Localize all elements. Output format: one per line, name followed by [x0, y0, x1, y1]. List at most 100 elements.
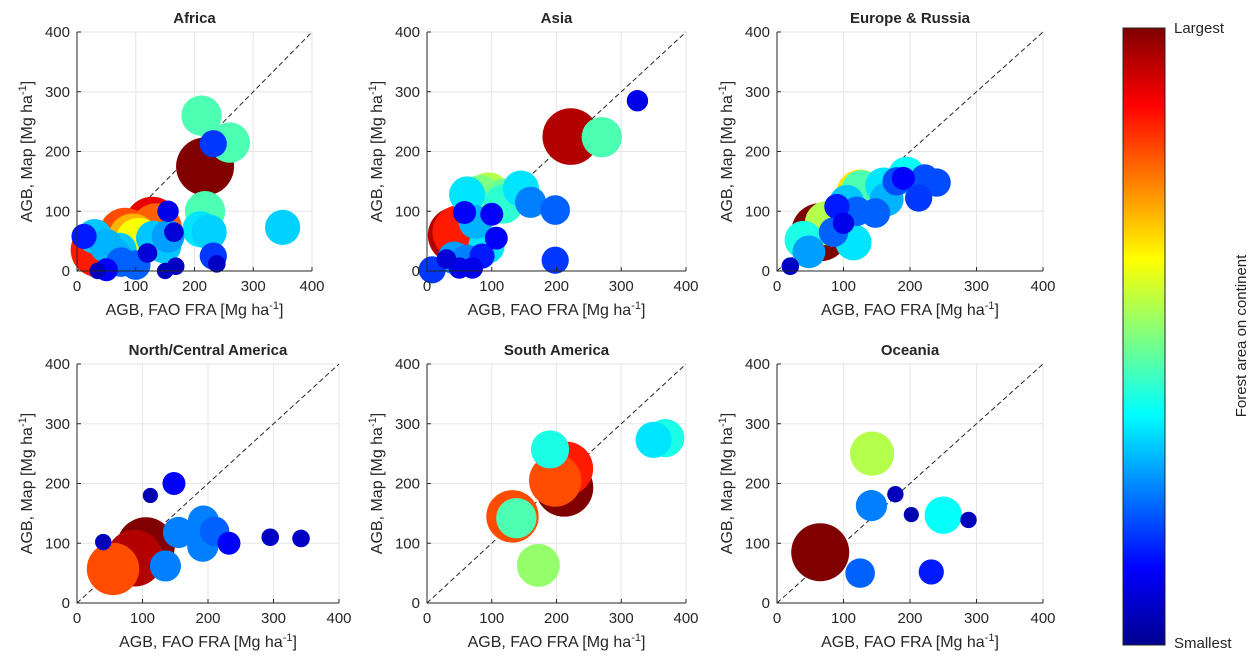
- data-point: [891, 166, 915, 190]
- colorbar-bottom-label: Smallest: [1174, 635, 1232, 652]
- panel-title: North/Central America: [129, 342, 288, 359]
- data-point: [461, 257, 484, 279]
- x-tick-label: 100: [479, 610, 504, 627]
- x-tick-label: 400: [1030, 610, 1055, 627]
- y-tick-label: 200: [45, 144, 70, 161]
- data-point: [530, 430, 570, 469]
- colorbar-axis-label: Forest area on continent: [1233, 254, 1250, 417]
- x-tick-label: 0: [773, 278, 781, 295]
- panel-north-central-america: 0 100 200 300 400 0 100 200 300 400 North/Central …: [17, 342, 352, 651]
- panel-title: Europe & Russia: [850, 10, 971, 27]
- data-point: [791, 523, 850, 582]
- data-point: [191, 214, 227, 250]
- data-point: [199, 130, 227, 158]
- x-axis-label: AGB, FAO FRA [Mg ha-1]: [106, 300, 284, 319]
- x-tick-label: 300: [609, 610, 634, 627]
- data-point: [918, 559, 944, 585]
- panel-title: South America: [504, 342, 610, 359]
- x-axis-label: AGB, FAO FRA [Mg ha-1]: [119, 632, 297, 651]
- data-point: [540, 195, 571, 225]
- x-tick-label: 100: [123, 278, 148, 295]
- y-axis-label: AGB, Map [Mg ha-1]: [367, 413, 386, 554]
- data-point: [626, 90, 649, 112]
- data-point: [162, 516, 195, 549]
- data-point: [960, 511, 977, 529]
- data-point: [542, 108, 600, 165]
- y-tick-label: 400: [395, 356, 420, 373]
- data-point: [515, 186, 547, 218]
- x-tick-label: 400: [673, 278, 698, 295]
- x-axis-label: AGB, FAO FRA [Mg ha-1]: [821, 632, 999, 651]
- y-tick-label: 200: [745, 476, 770, 493]
- data-point: [849, 431, 895, 476]
- panel-asia: 0 100 200 300 400 0 100 200 300 400 Asia AGB, FAO F…: [367, 10, 699, 319]
- data-point: [855, 490, 888, 522]
- y-tick-label: 0: [762, 595, 770, 612]
- x-tick-label: 300: [609, 278, 634, 295]
- data-point: [162, 472, 186, 495]
- data-point: [924, 496, 962, 534]
- y-tick-label: 200: [745, 144, 770, 161]
- y-tick-label: 100: [395, 535, 420, 552]
- x-tick-label: 300: [964, 610, 989, 627]
- data-point: [292, 529, 310, 548]
- x-tick-label: 400: [299, 278, 324, 295]
- y-tick-label: 400: [745, 24, 770, 41]
- y-tick-label: 200: [395, 144, 420, 161]
- y-tick-label: 0: [62, 595, 70, 612]
- x-axis-label: AGB, FAO FRA [Mg ha-1]: [468, 300, 646, 319]
- x-tick-label: 400: [326, 610, 351, 627]
- y-tick-label: 100: [395, 203, 420, 220]
- data-point: [845, 558, 875, 588]
- x-tick-label: 200: [182, 278, 207, 295]
- y-axis-label: AGB, Map [Mg ha-1]: [17, 413, 36, 554]
- panel-south-america: 0 100 200 300 400 0 100 200 300 400 South America A…: [367, 342, 699, 651]
- y-tick-label: 0: [62, 263, 70, 280]
- colorbar-top-label: Largest: [1174, 20, 1225, 37]
- data-point: [581, 116, 623, 158]
- y-tick-label: 0: [412, 595, 420, 612]
- y-tick-label: 100: [745, 535, 770, 552]
- y-tick-label: 400: [745, 356, 770, 373]
- x-tick-label: 0: [73, 610, 81, 627]
- panel-title: Africa: [173, 10, 216, 27]
- panel-oceania: 0 100 200 300 400 0 100 200 300 400 Oceania AGB, FA…: [717, 342, 1056, 651]
- data-point: [164, 222, 184, 242]
- data-point: [71, 223, 97, 249]
- y-tick-label: 0: [412, 263, 420, 280]
- panel-europe-russia: 0 100 200 300 400 0 100 200 300 400 Europe & Russi…: [717, 10, 1056, 319]
- y-tick-label: 300: [745, 84, 770, 101]
- x-tick-label: 0: [773, 610, 781, 627]
- data-point: [484, 226, 508, 250]
- y-axis-label: AGB, Map [Mg ha-1]: [17, 81, 36, 222]
- x-tick-label: 200: [195, 610, 220, 627]
- panel-title: Asia: [541, 10, 573, 27]
- colorbar: Largest Smallest Forest area on continen…: [1122, 20, 1250, 652]
- x-tick-label: 100: [130, 610, 155, 627]
- y-axis-label: AGB, Map [Mg ha-1]: [717, 413, 736, 554]
- data-point: [208, 255, 226, 273]
- y-tick-label: 300: [395, 416, 420, 433]
- data-point: [137, 243, 158, 263]
- y-tick-label: 400: [45, 356, 70, 373]
- data-point: [635, 421, 672, 458]
- data-point: [516, 543, 560, 587]
- y-axis-label: AGB, Map [Mg ha-1]: [717, 81, 736, 222]
- y-tick-label: 0: [762, 263, 770, 280]
- data-point: [832, 212, 855, 234]
- x-axis-label: AGB, FAO FRA [Mg ha-1]: [468, 632, 646, 651]
- panel-title: Oceania: [881, 342, 940, 359]
- data-point: [453, 200, 477, 224]
- data-point: [86, 542, 140, 596]
- x-tick-label: 200: [897, 278, 922, 295]
- data-point: [541, 246, 569, 274]
- x-tick-label: 0: [423, 610, 431, 627]
- data-point: [217, 531, 241, 555]
- x-tick-label: 200: [544, 610, 569, 627]
- data-point: [157, 200, 179, 222]
- data-point: [529, 454, 582, 507]
- y-tick-label: 400: [45, 24, 70, 41]
- x-tick-label: 200: [544, 278, 569, 295]
- x-tick-label: 0: [423, 278, 431, 295]
